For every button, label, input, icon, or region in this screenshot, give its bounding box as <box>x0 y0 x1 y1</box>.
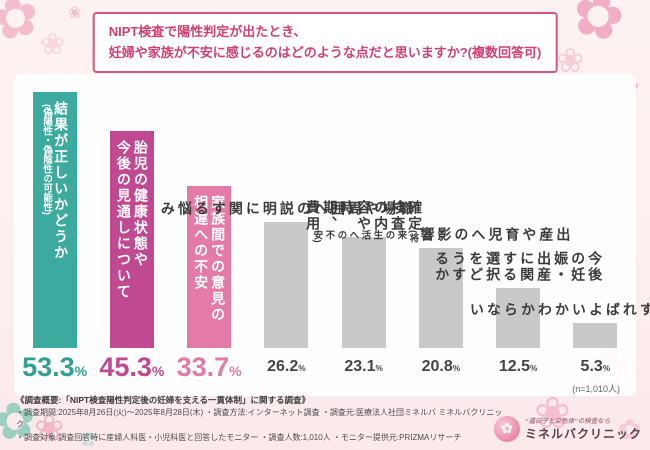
bar-area: 誰に相談すればよいかわからない <box>469 84 650 348</box>
bar-value-unit: % <box>74 363 88 379</box>
bar-area: 出産や育児への影響 (将来の生活への不安) <box>311 84 571 348</box>
clinic-name: ミネルバクリニック <box>524 427 642 441</box>
bar-column: 結果が正しいかどうか (偽陽性・偽陰性の可能性) 53.3% <box>16 84 93 383</box>
bar: 確定検査の内容や 時期、費用 <box>305 200 423 348</box>
bar-value-number: 26.2 <box>267 358 299 375</box>
survey-footer: 《調査概要:「NIPT検査陽性判定後の妊婦を支える一貫体制」に関する調査》 ・調… <box>16 394 506 444</box>
flower-icon: ✿ <box>0 0 45 54</box>
bar-label: 家族間での意見の 相違への不安 <box>193 195 227 323</box>
bar-column: 出産や育児への影響 (将来の生活への不安) 20.8% <box>311 84 571 383</box>
bar-column: 職場や周囲への 説明に関する悩み 26.2% <box>160 84 414 383</box>
title-line-1: NIPT検査で陽性判定が出たとき、 <box>108 24 307 39</box>
sample-size-label: (n=1,010人) <box>572 384 620 394</box>
bar-value: 5.3% <box>581 358 611 376</box>
bar-label: 胎児の健康状態や 今後の見通しについて <box>115 140 149 300</box>
bar-column: 確定検査の内容や 時期、費用 23.1% <box>305 84 423 383</box>
bar-value-number: 33.7 <box>176 352 230 382</box>
bar-value-unit: % <box>298 363 306 373</box>
bar: 家族間での意見の 相違への不安 <box>187 186 232 348</box>
clinic-flower-icon: ✿ <box>493 415 520 442</box>
bar-value: 45.3% <box>99 352 164 383</box>
bar-value-number: 53.3 <box>22 352 75 382</box>
bar: 結果が正しいかどうか (偽陽性・偽陰性の可能性) <box>32 92 77 348</box>
title-box: NIPT検査で陽性判定が出たとき、 妊婦や家族が不安に感じるのはどのような点だと… <box>92 12 558 73</box>
bar: 職場や周囲への 説明に関する悩み <box>160 201 414 348</box>
bar: 胎児の健康状態や 今後の見通しについて <box>109 131 154 348</box>
title-line-2: 妊婦や家族が不安に感じるのはどのような点だと思いますか?(複数回答可) <box>108 45 542 61</box>
flower-icon: ✿ <box>564 0 632 57</box>
bar-label: 確定検査の内容や 時期、費用 <box>305 200 424 232</box>
clinic-logo: ✿ “遺伝子と染色体”の検査なら ミネルバクリニック <box>493 415 642 442</box>
bar-value-unit: % <box>452 363 461 373</box>
bar-area: 胎児の健康状態や 今後の見通しについて <box>93 84 170 348</box>
bar-value: 20.8% <box>422 358 461 376</box>
footer-line-1: 《調査概要:「NIPT検査陽性判定後の妊婦を支える一貫体制」に関する調査》 <box>16 394 310 405</box>
bar-columns: 結果が正しいかどうか (偽陽性・偽陰性の可能性) 53.3% 胎児の健康状態や 今後… <box>16 84 650 383</box>
blossom-icon: ❀ <box>556 42 585 80</box>
bar-label: 今後の妊娠・出産に関する 選択をどうするか <box>434 251 604 283</box>
bar: 誰に相談すればよいかわからない <box>469 302 650 348</box>
bar-area: 確定検査の内容や 時期、費用 <box>305 84 423 348</box>
bar-value-unit: % <box>375 363 383 373</box>
bar: 出産や育児への影響 (将来の生活への不安) <box>311 227 571 348</box>
bar-area: 職場や周囲への 説明に関する悩み <box>160 84 414 348</box>
bar-value-number: 12.5 <box>498 358 530 375</box>
bar-value-number: 20.8 <box>421 358 453 375</box>
bar-column: 誰に相談すればよいかわからない 5.3% <box>469 84 650 383</box>
bar-value-number: 5.3 <box>580 358 603 375</box>
bar-label: 結果が正しいかどうか (偽陽性・偽陰性の可能性) <box>41 101 70 261</box>
bar-value-unit: % <box>229 363 242 379</box>
bar-label: 出産や育児への影響 (将来の生活への不安) <box>311 227 572 243</box>
bar-value-unit: % <box>529 363 538 373</box>
footer-line-2: ・調査期間:2025年8月26日(火)〜2025年8月28日(木) ・調査方法:… <box>16 407 503 430</box>
bar-column: 家族間での意見の 相違への不安 33.7% <box>171 84 248 383</box>
bar-value-unit: % <box>151 363 165 379</box>
bar-value: 12.5% <box>499 358 538 376</box>
bar-column: 胎児の健康状態や 今後の見通しについて 45.3% <box>93 84 170 383</box>
bar-value-number: 45.3 <box>99 352 152 382</box>
clinic-logo-text: “遺伝子と染色体”の検査なら ミネルバクリニック <box>525 415 642 442</box>
bar-value-unit: % <box>602 363 611 373</box>
clinic-tagline: “遺伝子と染色体”の検査なら <box>524 418 611 425</box>
bar: 今後の妊娠・出産に関する 選択をどうするか <box>434 251 603 348</box>
bar-column: 今後の妊娠・出産に関する 選択をどうするか 12.5% <box>434 84 603 383</box>
bar-label: 職場や周囲への 説明に関する悩み <box>159 201 414 217</box>
blossom-icon: ❀ <box>68 5 82 22</box>
bar-value: 26.2% <box>267 358 306 376</box>
bar-area: 今後の妊娠・出産に関する 選択をどうするか <box>434 84 603 348</box>
bar-area: 家族間での意見の 相違への不安 <box>171 84 248 348</box>
bar-area: 結果が正しいかどうか (偽陽性・偽陰性の可能性) <box>16 84 93 348</box>
bar-value: 53.3% <box>22 352 87 383</box>
bar-value: 23.1% <box>344 358 383 376</box>
footer-line-3: ・調査対象:調査回答時に産婦人科医・小児科医と回答したモニター ・調査人数:1,… <box>16 432 462 442</box>
bar-value-number: 23.1 <box>344 358 376 375</box>
bar-label: 誰に相談すればよいかわからない <box>468 302 650 318</box>
bar-value: 33.7% <box>177 352 242 383</box>
blossom-icon: ❀ <box>40 28 66 61</box>
